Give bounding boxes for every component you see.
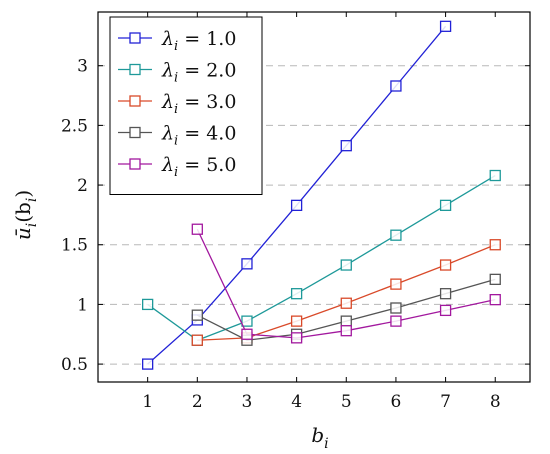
axis-ticks: 1 2 3 4 5 6 7 8 0.5 1 1.5 2 2.5 3: [61, 12, 530, 412]
y-tick-label: 3: [77, 57, 88, 77]
legend-marker: [129, 32, 141, 44]
x-tick-label: 4: [291, 392, 302, 412]
data-point: [290, 332, 303, 344]
x-tick-label: 1: [142, 392, 153, 412]
y-tick-label: 2: [77, 176, 88, 196]
data-point: [142, 298, 154, 311]
legend-label: λi = 1.0: [161, 28, 236, 54]
legend-label: λi = 4.0: [161, 123, 236, 149]
data-point: [290, 199, 303, 212]
data-point: [340, 140, 352, 152]
y-tick-label: 2.5: [61, 116, 88, 136]
plot-frame: [97, 11, 531, 383]
x-tick-label: 5: [341, 392, 352, 412]
data-point: [439, 288, 452, 300]
data-point: [390, 302, 402, 314]
legend-label: λi = 3.0: [161, 91, 236, 117]
data-point: [340, 297, 352, 309]
y-tick-label: 1.5: [61, 236, 88, 256]
series-5: [191, 223, 501, 344]
data-point: [241, 315, 253, 327]
y-tick-label: 1: [77, 295, 88, 315]
legend-marker: [129, 63, 141, 76]
data-point: [191, 223, 203, 235]
data-point: [390, 278, 402, 290]
data-point: [340, 315, 352, 327]
data-point: [290, 315, 303, 327]
y-tick-label: 0.5: [61, 355, 88, 375]
data-point: [390, 315, 402, 327]
x-tick-label: 2: [192, 392, 203, 412]
data-point: [390, 229, 402, 241]
data-point: [241, 328, 253, 340]
data-point: [439, 259, 452, 271]
data-point: [340, 325, 352, 337]
data-point: [489, 169, 501, 182]
legend: λi = 1.0 λi = 2.0 λi = 3.0 λi = 4.0 λi = 5.0: [109, 16, 263, 195]
legend-label: λi = 5.0: [161, 154, 236, 180]
x-axis-label: bi: [311, 423, 328, 452]
data-point: [390, 80, 402, 92]
data-point: [191, 309, 203, 321]
data-point: [439, 20, 452, 32]
data-point: [439, 304, 452, 317]
y-axis-label: ūi(bi): [11, 190, 40, 240]
x-tick-label: 7: [440, 392, 451, 412]
data-point: [489, 239, 501, 251]
x-tick-label: 8: [490, 392, 501, 412]
data-point: [241, 258, 253, 270]
legend-marker: [129, 158, 141, 170]
legend-label: λi = 2.0: [161, 60, 236, 86]
series-group: [142, 20, 501, 370]
data-point: [290, 288, 303, 300]
data-point: [340, 259, 352, 271]
data-point: [439, 199, 452, 212]
legend-marker: [129, 95, 141, 107]
data-point: [142, 358, 154, 370]
data-point: [489, 273, 501, 286]
x-tick-label: 3: [242, 392, 253, 412]
data-point: [191, 334, 203, 346]
series-line: [147, 174, 496, 341]
x-tick-label: 6: [391, 392, 402, 412]
data-point: [489, 293, 501, 306]
legend-marker: [129, 126, 141, 139]
